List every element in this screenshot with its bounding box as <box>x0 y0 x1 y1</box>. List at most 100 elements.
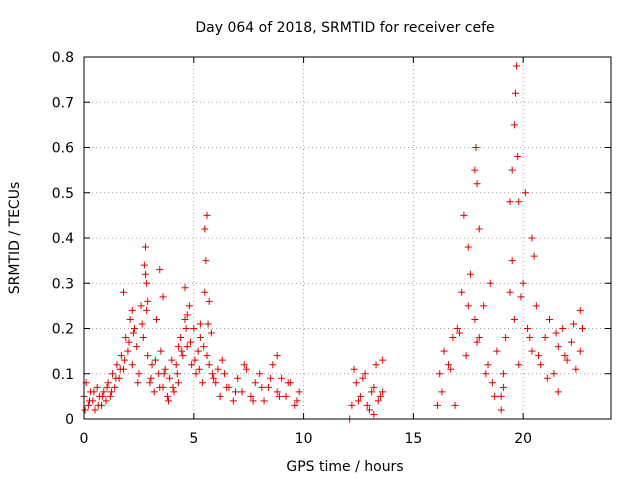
y-tick-label: 0 <box>65 412 74 428</box>
data-point <box>85 397 93 405</box>
data-point <box>368 388 376 396</box>
data-point <box>179 352 187 360</box>
data-point <box>138 320 146 328</box>
y-tick-label: 0.3 <box>52 276 74 292</box>
data-point <box>247 392 255 400</box>
data-point <box>150 388 158 396</box>
data-point <box>258 383 266 391</box>
data-point <box>208 370 216 378</box>
data-point <box>152 315 160 323</box>
data-point <box>181 284 189 292</box>
data-point <box>221 370 229 378</box>
data-point <box>363 401 371 409</box>
data-point <box>508 166 516 174</box>
data-point <box>275 392 283 400</box>
data-point <box>451 401 459 409</box>
data-point <box>122 334 130 342</box>
data-point <box>361 370 369 378</box>
data-point <box>515 361 523 369</box>
data-point <box>535 352 543 360</box>
data-point <box>146 379 154 387</box>
data-point <box>480 302 488 310</box>
data-point <box>376 392 384 400</box>
x-tick-label: 10 <box>295 431 313 447</box>
data-point <box>232 388 240 396</box>
x-tick-label: 0 <box>80 431 89 447</box>
data-point <box>526 334 534 342</box>
data-point <box>546 315 554 323</box>
data-point <box>486 279 494 287</box>
x-tick-label: 15 <box>404 431 422 447</box>
data-point <box>172 361 180 369</box>
data-point <box>160 370 168 378</box>
data-point <box>511 89 519 97</box>
data-point <box>214 365 222 373</box>
data-point <box>201 288 209 296</box>
data-point <box>374 397 382 405</box>
data-point <box>256 370 264 378</box>
data-point <box>506 198 514 206</box>
data-point <box>372 361 380 369</box>
data-point <box>561 352 569 360</box>
data-point <box>173 370 181 378</box>
data-point <box>543 374 551 382</box>
y-tick-label: 0.6 <box>52 141 74 157</box>
data-point <box>163 392 171 400</box>
y-tick-label: 0.2 <box>52 322 74 338</box>
data-point <box>293 397 301 405</box>
data-point <box>210 374 218 382</box>
data-point <box>102 397 110 405</box>
data-point <box>90 388 98 396</box>
data-point <box>148 361 156 369</box>
data-point <box>264 383 272 391</box>
data-point <box>128 361 136 369</box>
data-point <box>141 270 149 278</box>
data-point <box>466 270 474 278</box>
data-point <box>552 329 560 337</box>
y-tick-label: 0.7 <box>52 95 74 111</box>
data-point <box>570 320 578 328</box>
data-point <box>513 62 521 70</box>
data-point <box>458 288 466 296</box>
data-point <box>352 379 360 387</box>
data-point <box>379 356 387 364</box>
data-point <box>528 234 536 242</box>
data-point <box>471 166 479 174</box>
data-point <box>191 356 199 364</box>
data-point <box>100 388 108 396</box>
data-point <box>240 361 248 369</box>
data-point <box>116 365 124 373</box>
data-point <box>157 347 165 355</box>
data-point <box>103 383 111 391</box>
data-point <box>186 338 194 346</box>
data-point <box>135 370 143 378</box>
data-point <box>499 383 507 391</box>
data-point <box>434 401 442 409</box>
data-point <box>370 410 378 418</box>
data-point <box>524 325 532 332</box>
data-point <box>125 338 133 346</box>
data-point <box>350 365 358 373</box>
data-point <box>370 383 378 391</box>
data-point <box>106 392 114 400</box>
y-tick-label: 0.8 <box>52 50 74 66</box>
data-point <box>143 279 151 287</box>
data-point <box>121 356 129 364</box>
data-point <box>234 374 242 382</box>
data-point <box>151 356 159 364</box>
data-point <box>440 347 448 355</box>
data-point <box>473 338 481 346</box>
data-point <box>510 121 518 129</box>
data-point <box>201 225 209 233</box>
data-point <box>159 293 167 301</box>
data-point <box>84 401 92 409</box>
data-point <box>447 365 455 373</box>
data-point <box>207 329 215 337</box>
data-point <box>550 370 558 378</box>
data-point <box>169 383 177 391</box>
data-point <box>113 361 121 369</box>
data-point <box>436 370 444 378</box>
y-tick-label: 0.5 <box>52 186 74 202</box>
